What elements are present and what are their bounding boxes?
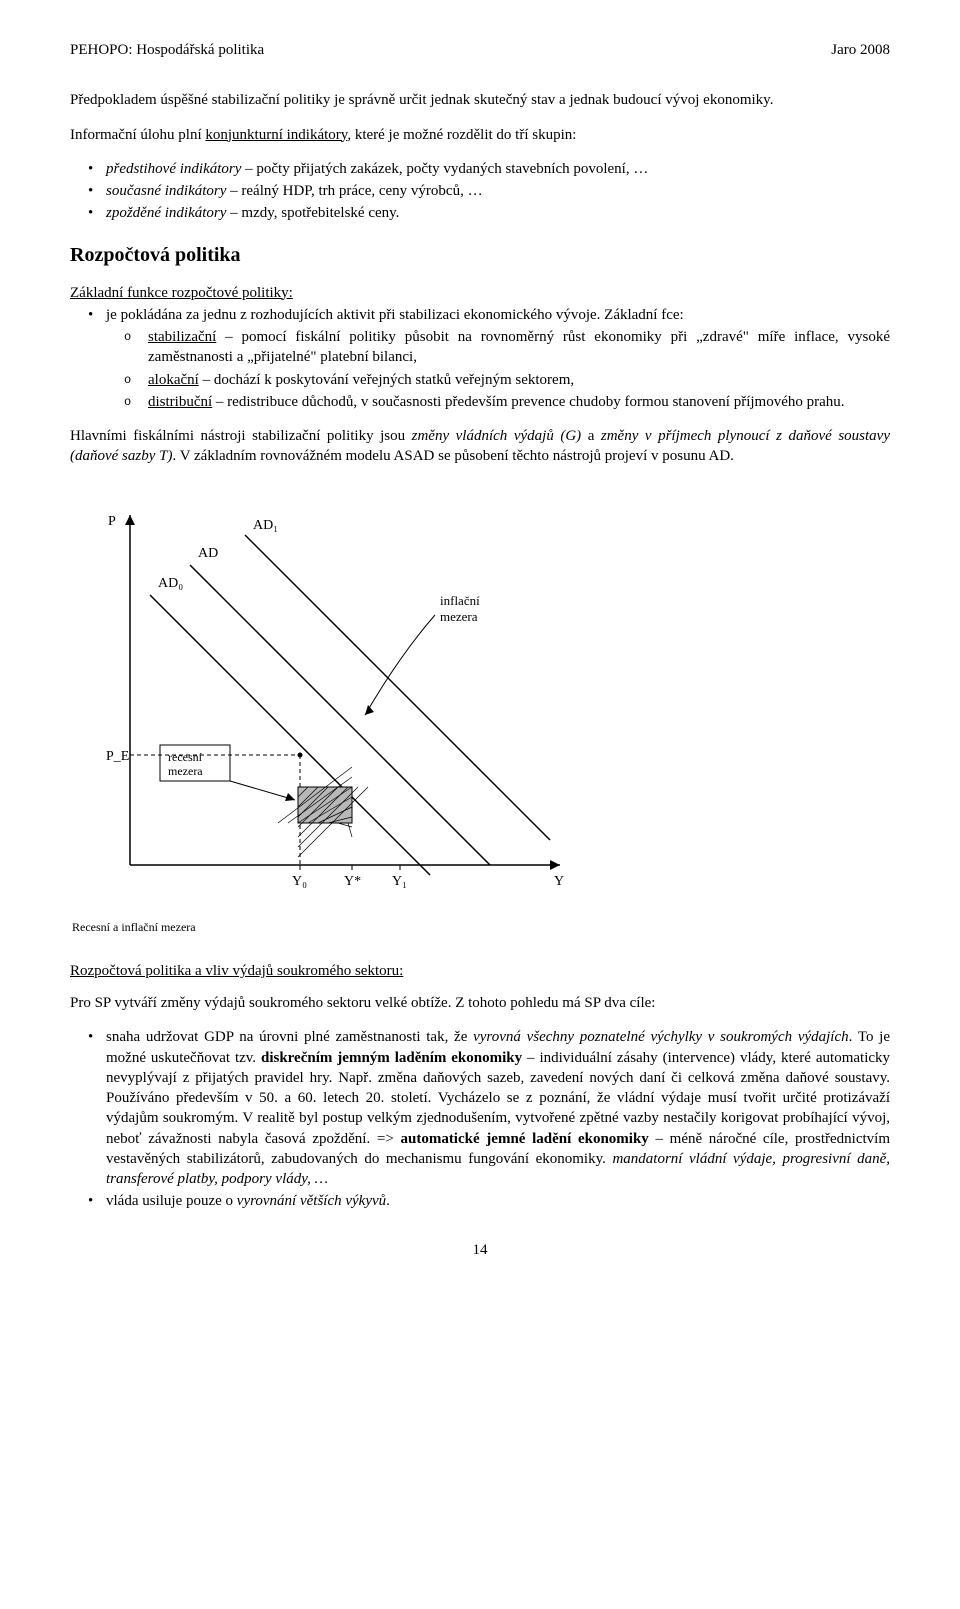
indicator-1-term: předstihové indikátory	[106, 161, 241, 177]
func-sub-3-rest: – redistribuce důchodů, v současnosti př…	[212, 394, 844, 410]
fiscal-and: a	[581, 428, 601, 444]
fiscal-g: změny vládních výdajů (G)	[412, 428, 582, 444]
sp2-it: vyrovnání větších výkyvů	[237, 1193, 386, 1209]
svg-text:P: P	[108, 514, 116, 529]
indicator-item-2: současné indikátory – reálný HDP, trh pr…	[106, 181, 890, 201]
svg-text:P_E: P_E	[106, 749, 129, 764]
svg-text:recesní: recesní	[168, 750, 203, 764]
sp1-t1: snaha udržovat GDP na úrovni plné zaměst…	[106, 1029, 473, 1045]
fiscal-paragraph: Hlavními fiskálními nástroji stabilizačn…	[70, 426, 890, 467]
svg-text:Y₁: Y₁	[392, 874, 407, 889]
svg-text:AD₁: AD₁	[253, 518, 278, 533]
indicator-1-rest: – počty přijatých zakázek, počty vydanýc…	[241, 161, 648, 177]
sp1-b1: diskrečním jemným laděním ekonomiky	[261, 1050, 522, 1066]
indic-intro-suffix: , které je možné rozdělit do tří skupin:	[347, 127, 576, 143]
sp2-t1: vláda usiluje pouze o	[106, 1193, 237, 1209]
indicator-item-3: zpožděné indikátory – mzdy, spotřebitels…	[106, 203, 890, 223]
func-sub-1: stabilizační – pomocí fiskální politiky …	[148, 327, 890, 368]
indic-intro-prefix: Informační úlohu plní	[70, 127, 205, 143]
svg-text:inflační: inflační	[440, 593, 480, 608]
indicator-item-1: předstihové indikátory – počty přijatých…	[106, 159, 890, 179]
func-sub-3-term: distribuční	[148, 394, 212, 410]
asad-diagram: PYAD₀ADAD₁P_Erecesnímezerainflačnímezera…	[70, 485, 890, 911]
sp-item-2: vláda usiluje pouze o vyrovnání větších …	[106, 1191, 890, 1211]
functions-list: je pokládána za jednu z rozhodujících ak…	[70, 305, 890, 412]
sp-heading: Rozpočtová politika a vliv výdajů soukro…	[70, 961, 890, 981]
section-title: Rozpočtová politika	[70, 242, 890, 269]
functions-lead-text: je pokládána za jednu z rozhodujících ak…	[106, 307, 684, 323]
func-sub-3: distribuční – redistribuce důchodů, v so…	[148, 392, 890, 412]
page-header: PEHOPO: Hospodářská politika Jaro 2008	[70, 40, 890, 60]
header-right: Jaro 2008	[831, 40, 890, 60]
indicator-2-rest: – reálný HDP, trh práce, ceny výrobců, …	[226, 183, 482, 199]
indicator-3-term: zpožděné indikátory	[106, 205, 226, 221]
sp1-it1: vyrovná všechny poznatelné výchylky v so…	[473, 1029, 849, 1045]
intro-paragraph: Předpokladem úspěšné stabilizační politi…	[70, 90, 890, 110]
sp-list: snaha udržovat GDP na úrovni plné zaměst…	[70, 1027, 890, 1211]
svg-text:Y*: Y*	[344, 874, 361, 889]
indicator-list: předstihové indikátory – počty přijatých…	[70, 159, 890, 224]
figure-caption: Recesní a inflační mezera	[72, 919, 890, 935]
svg-text:Y: Y	[554, 874, 564, 889]
page-number: 14	[70, 1240, 890, 1260]
func-sub-1-rest: – pomocí fiskální politiky působit na ro…	[148, 329, 890, 365]
functions-heading: Základní funkce rozpočtové politiky:	[70, 283, 890, 303]
func-sub-2-term: alokační	[148, 372, 199, 388]
func-sub-2-rest: – dochází k poskytování veřejných statků…	[199, 372, 574, 388]
asad-svg: PYAD₀ADAD₁P_Erecesnímezerainflačnímezera…	[70, 485, 590, 905]
svg-text:mezera: mezera	[440, 609, 478, 624]
indicators-intro: Informační úlohu plní konjunkturní indik…	[70, 125, 890, 145]
svg-text:AD₀: AD₀	[158, 576, 183, 591]
sp2-t2: .	[386, 1193, 390, 1209]
indicator-2-term: současné indikátory	[106, 183, 226, 199]
indic-intro-underline: konjunkturní indikátory	[205, 127, 347, 143]
svg-text:Y₀: Y₀	[292, 874, 307, 889]
sp-intro: Pro SP vytváří změny výdajů soukromého s…	[70, 993, 890, 1013]
header-left: PEHOPO: Hospodářská politika	[70, 40, 264, 60]
sp1-b2: automatické jemné ladění ekonomiky	[400, 1131, 648, 1147]
fiscal-prefix: Hlavními fiskálními nástroji stabilizačn…	[70, 428, 412, 444]
functions-lead-item: je pokládána za jednu z rozhodujících ak…	[106, 305, 890, 412]
svg-text:AD: AD	[198, 546, 218, 561]
functions-sublist: stabilizační – pomocí fiskální politiky …	[106, 327, 890, 412]
func-sub-2: alokační – dochází k poskytování veřejný…	[148, 370, 890, 390]
func-sub-1-term: stabilizační	[148, 329, 216, 345]
sp-item-1: snaha udržovat GDP na úrovni plné zaměst…	[106, 1027, 890, 1189]
indicator-3-rest: – mzdy, spotřebitelské ceny.	[226, 205, 399, 221]
fiscal-suffix: . V základním rovnovážném modelu ASAD se…	[172, 448, 733, 464]
svg-text:mezera: mezera	[168, 764, 203, 778]
